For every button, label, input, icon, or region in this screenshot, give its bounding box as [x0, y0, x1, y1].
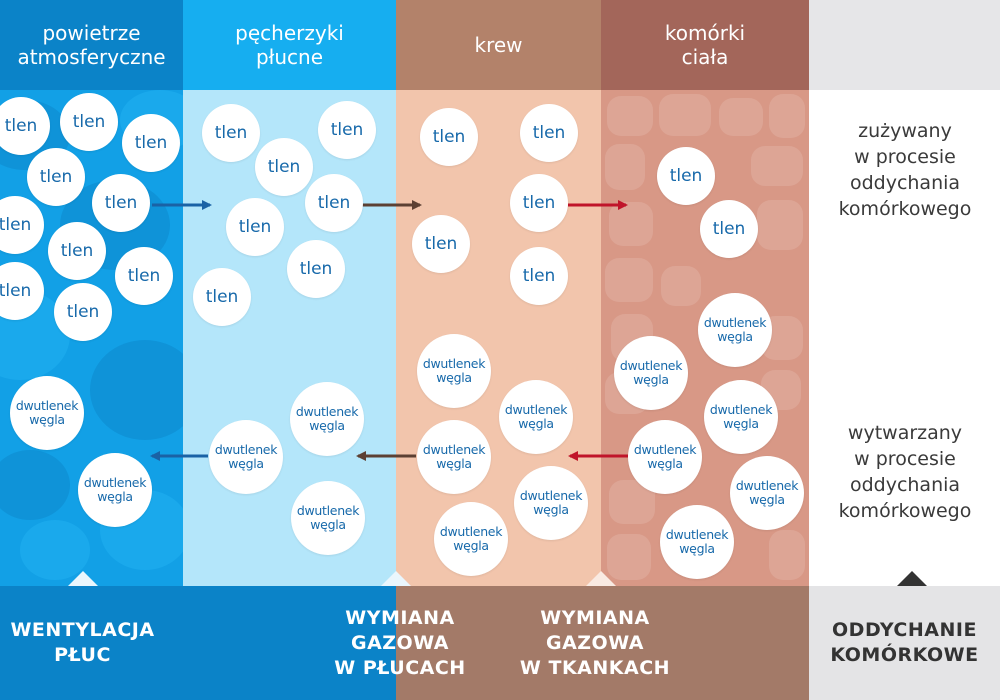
cell-texture — [661, 266, 701, 306]
carbon-dioxide-molecule: dwutlenek węgla — [209, 420, 283, 494]
co2-produced-note: wytwarzany w procesie oddychania komórko… — [838, 422, 972, 522]
footer-band-cellular — [809, 586, 1000, 700]
oxygen-molecule: tlen — [92, 174, 150, 232]
bubble-texture — [0, 450, 70, 520]
carbon-dioxide-molecule: dwutlenek węgla — [704, 380, 778, 454]
footer-band-tissues — [396, 586, 809, 700]
oxygen-molecule: tlen — [305, 174, 363, 232]
carbon-dioxide-molecule: dwutlenek węgla — [514, 466, 588, 540]
alveoli-header-label: pęcherzyki płucne — [235, 21, 344, 69]
oxygen-molecule: tlen — [510, 174, 568, 232]
oxygen-molecule: tlen — [255, 138, 313, 196]
cell-texture — [605, 258, 653, 302]
oxygen-molecule: tlen — [287, 240, 345, 298]
carbon-dioxide-molecule: dwutlenek węgla — [417, 420, 491, 494]
footer-label-tissue-exchange: WYMIANA GAZOWA W TKANKACH — [519, 606, 671, 679]
bubble-texture — [20, 520, 90, 580]
oxygen-consumed-note: zużywany w procesie oddychania komórkowe… — [838, 120, 972, 220]
notch-cellular — [897, 571, 927, 586]
atmosphere-header-label: powietrze atmosferyczne — [17, 21, 166, 69]
cellular-respiration-column — [809, 0, 1000, 700]
carbon-dioxide-molecule: dwutlenek węgla — [291, 481, 365, 555]
cell-texture — [607, 96, 653, 136]
notch-ventilation — [68, 571, 98, 586]
cell-texture — [769, 530, 805, 580]
oxygen-molecule: tlen — [0, 196, 44, 254]
oxygen-molecule: tlen — [27, 148, 85, 206]
oxygen-molecule: tlen — [318, 101, 376, 159]
atmosphere-header: powietrze atmosferyczne — [0, 0, 183, 90]
side-header-band — [809, 0, 1000, 90]
carbon-dioxide-molecule: dwutlenek węgla — [290, 382, 364, 456]
footer-band-lungs — [0, 586, 396, 700]
oxygen-molecule: tlen — [0, 97, 50, 155]
oxygen-molecule: tlen — [115, 247, 173, 305]
carbon-dioxide-molecule: dwutlenek węgla — [628, 420, 702, 494]
blood-header-label: krew — [474, 33, 523, 57]
carbon-dioxide-molecule: dwutlenek węgla — [417, 334, 491, 408]
oxygen-molecule: tlen — [60, 93, 118, 151]
carbon-dioxide-molecule: dwutlenek węgla — [730, 456, 804, 530]
carbon-dioxide-molecule: dwutlenek węgla — [10, 376, 84, 450]
oxygen-molecule: tlen — [226, 198, 284, 256]
oxygen-molecule: tlen — [657, 147, 715, 205]
oxygen-molecule: tlen — [700, 200, 758, 258]
cell-texture — [605, 144, 645, 190]
footer-label-ventilation: WENTYLACJA PŁUC — [10, 619, 155, 666]
carbon-dioxide-molecule: dwutlenek węgla — [614, 336, 688, 410]
oxygen-molecule: tlen — [520, 104, 578, 162]
alveoli-header: pęcherzyki płucne — [183, 0, 396, 90]
carbon-dioxide-molecule: dwutlenek węgla — [499, 380, 573, 454]
carbon-dioxide-molecule: dwutlenek węgla — [434, 502, 508, 576]
carbon-dioxide-molecule: dwutlenek węgla — [660, 505, 734, 579]
oxygen-molecule: tlen — [202, 104, 260, 162]
oxygen-molecule: tlen — [122, 114, 180, 172]
cells-header-label: komórki ciała — [664, 21, 746, 69]
cell-texture — [757, 200, 803, 250]
footer-label-cellular-respiration: ODDYCHANIE KOMÓRKOWE — [830, 619, 979, 666]
cell-texture — [609, 202, 653, 246]
notch-lung-exchange — [381, 571, 411, 586]
oxygen-molecule: tlen — [510, 247, 568, 305]
cell-texture — [719, 98, 763, 136]
oxygen-molecule: tlen — [54, 283, 112, 341]
blood-header: krew — [396, 0, 601, 90]
cell-texture — [769, 94, 805, 138]
cell-texture — [659, 94, 711, 136]
bubble-texture — [90, 340, 183, 440]
oxygen-molecule: tlen — [193, 268, 251, 326]
footer-label-lung-exchange: WYMIANA GAZOWA W PŁUCACH — [334, 606, 466, 679]
oxygen-molecule: tlen — [412, 215, 470, 273]
carbon-dioxide-molecule: dwutlenek węgla — [78, 453, 152, 527]
cell-texture — [751, 146, 803, 186]
carbon-dioxide-molecule: dwutlenek węgla — [698, 293, 772, 367]
oxygen-molecule: tlen — [48, 222, 106, 280]
notch-tissue-exchange — [586, 571, 616, 586]
cells-header: komórki ciała — [601, 0, 809, 90]
oxygen-molecule: tlen — [420, 108, 478, 166]
